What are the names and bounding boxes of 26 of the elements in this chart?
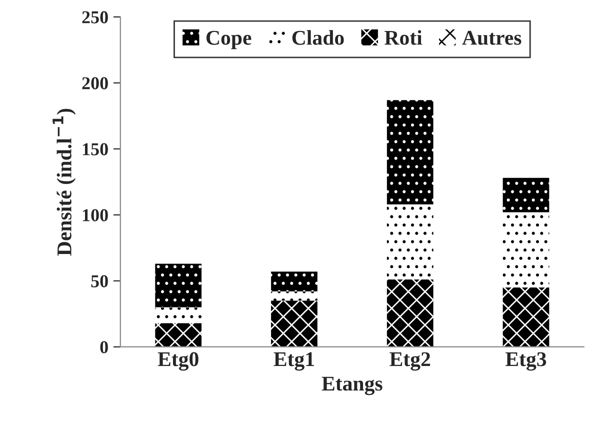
x-tick-label: Etg0 <box>158 352 198 371</box>
x-tick-label: Etg1 <box>274 352 314 371</box>
y-tick-label: 250 <box>82 11 108 24</box>
x-tick-label: Etg3 <box>506 352 546 371</box>
bar <box>155 264 202 308</box>
legend-label: Autres <box>462 30 522 45</box>
bar <box>155 323 202 347</box>
y-tick-label: 100 <box>82 209 108 222</box>
bar <box>271 272 318 292</box>
y-tick-label: 200 <box>82 77 108 90</box>
bar <box>386 280 434 347</box>
y-tick-label: 150 <box>82 143 108 156</box>
y-tick-label: 50 <box>91 275 108 288</box>
bar <box>386 100 434 204</box>
legend-label: Roti <box>384 30 422 45</box>
x-axis-title: Etangs <box>322 376 382 396</box>
y-axis-title: Densité (ind.l$^{−1}$) <box>52 108 76 256</box>
legend-label: Clado <box>292 30 344 45</box>
bar <box>271 300 318 347</box>
bar <box>271 291 318 301</box>
x-tick-label: Etg2 <box>390 352 430 371</box>
bar <box>502 287 550 347</box>
legend-label: Cope <box>206 30 252 50</box>
bar <box>155 307 202 324</box>
bar <box>502 178 550 212</box>
y-tick-label: 0 <box>100 341 108 354</box>
